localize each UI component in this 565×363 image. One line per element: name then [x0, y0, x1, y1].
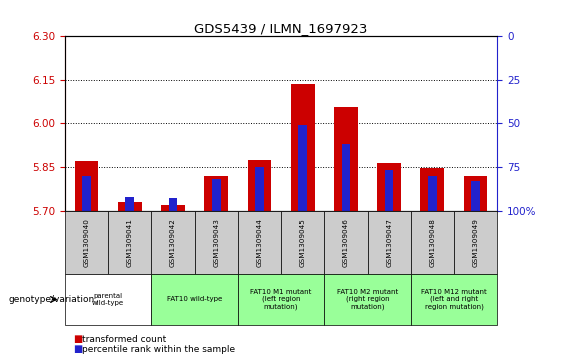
Bar: [194, 211, 238, 274]
Bar: [334, 107, 358, 211]
Bar: [118, 202, 142, 211]
Bar: [411, 274, 497, 325]
Bar: [377, 163, 401, 211]
Bar: [151, 211, 194, 274]
Bar: [471, 181, 480, 211]
Bar: [428, 176, 437, 211]
Bar: [367, 211, 411, 274]
Bar: [82, 176, 91, 211]
Text: GSM1309043: GSM1309043: [213, 218, 219, 267]
Text: FAT10 M2 mutant
(right region
mutation): FAT10 M2 mutant (right region mutation): [337, 289, 398, 310]
Text: GSM1309049: GSM1309049: [472, 218, 479, 267]
Text: ■: ■: [73, 334, 82, 344]
Bar: [324, 211, 368, 274]
Bar: [75, 161, 98, 211]
Text: parental
wild-type: parental wild-type: [92, 293, 124, 306]
Bar: [420, 168, 444, 211]
Text: GSM1309040: GSM1309040: [84, 218, 90, 267]
Text: GSM1309041: GSM1309041: [127, 218, 133, 267]
Bar: [255, 167, 264, 211]
Bar: [151, 274, 238, 325]
Text: GSM1309048: GSM1309048: [429, 218, 436, 267]
Bar: [464, 176, 488, 211]
Bar: [65, 211, 108, 274]
Text: FAT10 M1 mutant
(left region
mutation): FAT10 M1 mutant (left region mutation): [250, 289, 312, 310]
Title: GDS5439 / ILMN_1697923: GDS5439 / ILMN_1697923: [194, 22, 368, 35]
Text: GSM1309045: GSM1309045: [299, 218, 306, 267]
Bar: [324, 274, 411, 325]
Text: GSM1309046: GSM1309046: [343, 218, 349, 267]
Bar: [385, 171, 393, 211]
Bar: [108, 211, 151, 274]
Text: FAT10 wild-type: FAT10 wild-type: [167, 297, 222, 302]
Bar: [169, 198, 177, 211]
Text: GSM1309044: GSM1309044: [257, 218, 263, 267]
Bar: [411, 211, 454, 274]
Bar: [161, 205, 185, 211]
Bar: [298, 125, 307, 211]
Text: transformed count: transformed count: [82, 335, 166, 344]
Bar: [247, 160, 271, 211]
Bar: [238, 211, 281, 274]
Text: GSM1309042: GSM1309042: [170, 218, 176, 267]
Bar: [291, 84, 315, 211]
Text: genotype/variation: genotype/variation: [8, 295, 95, 304]
Bar: [212, 179, 220, 211]
Text: ■: ■: [73, 344, 82, 354]
Text: percentile rank within the sample: percentile rank within the sample: [82, 345, 235, 354]
Bar: [205, 176, 228, 211]
Bar: [65, 274, 151, 325]
Bar: [238, 274, 324, 325]
Bar: [454, 211, 497, 274]
Text: FAT10 M12 mutant
(left and right
region mutation): FAT10 M12 mutant (left and right region …: [421, 289, 487, 310]
Bar: [125, 197, 134, 211]
Bar: [281, 211, 324, 274]
Bar: [342, 144, 350, 211]
Text: GSM1309047: GSM1309047: [386, 218, 392, 267]
